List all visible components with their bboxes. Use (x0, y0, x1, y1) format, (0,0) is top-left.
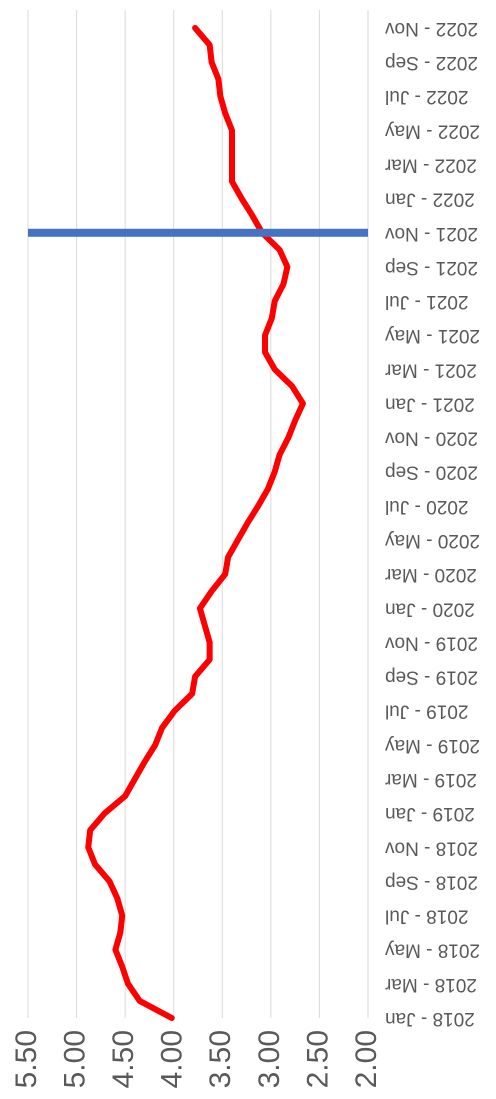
y-tick-label: 4.50 (107, 1030, 140, 1088)
x-tick-label: 2021 - Nov (385, 223, 478, 244)
x-tick-label: 2018 - Mar (384, 974, 477, 995)
x-tick-label: 2022 - Jul (385, 86, 468, 107)
x-tick-label: 2022 - Sep (385, 52, 478, 73)
x-tick-label: 2019 - Sep (385, 667, 478, 688)
y-tick-label: 5.00 (58, 1030, 91, 1088)
x-tick-label: 2019 - May (385, 735, 481, 756)
y-tick-label: 2.50 (301, 1030, 334, 1088)
x-tick-label: 2018 - May (385, 940, 481, 961)
x-tick-label: 2019 - Jan (385, 803, 475, 824)
x-tick-label: 2020 - Jul (385, 496, 468, 517)
x-tick-label: 2022 - Nov (385, 18, 478, 39)
x-tick-label: 2020 - Sep (385, 462, 478, 483)
x-tick-label: 2020 - Mar (384, 564, 477, 585)
x-tick-label: 2021 - May (385, 325, 481, 346)
y-tick-label: 3.00 (253, 1030, 286, 1088)
x-tick-label: 2018 - Nov (385, 837, 478, 858)
x-tick-label: 2018 - Sep (385, 871, 478, 892)
x-tick-label: 2019 - Mar (384, 769, 477, 790)
line (85, 24, 306, 1021)
x-tick-label: 2020 - Nov (385, 428, 478, 449)
x-tick-label: 2022 - May (385, 120, 481, 141)
x-tick-label: 2021 - Jan (385, 393, 475, 414)
y-tick-label: 4.00 (156, 1030, 189, 1088)
x-tick-label: 2019 - Nov (385, 632, 478, 653)
x-tick-label: 2018 - Jul (385, 906, 468, 927)
y-tick-label: 5.50 (10, 1030, 43, 1088)
x-tick-label: 2021 - Mar (384, 359, 477, 380)
y-tick-label: 3.50 (204, 1030, 237, 1088)
x-tick-label: 2018 - Jan (385, 1008, 475, 1029)
x-tick-label: 2021 - Jul (385, 291, 468, 312)
x-tick-label: 2019 - Jul (385, 701, 468, 722)
y-tick-label: 2.00 (350, 1030, 383, 1088)
x-tick-label: 2020 - May (385, 530, 481, 551)
plot-area: 2.00 2.50 3.00 3.50 4.00 4.50 5.00 5.50 2018 - J… (10, 10, 480, 1088)
x-tick-label: 2022 - Jan (385, 189, 475, 210)
x-tick-label: 2020 - Jan (385, 598, 475, 619)
bar (28, 228, 368, 237)
x-tick-label: 2021 - Sep (385, 257, 478, 278)
x-tick-label: 2022 - Mar (384, 154, 477, 175)
